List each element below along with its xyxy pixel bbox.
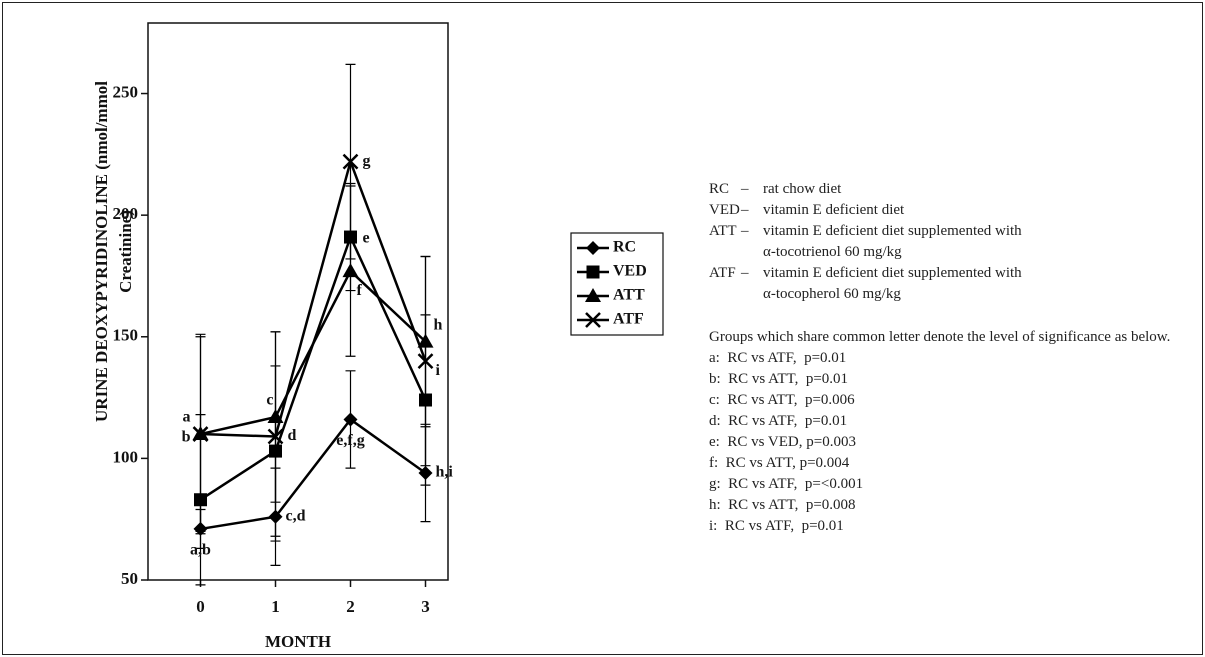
- abbreviation: RC: [709, 181, 730, 197]
- definition-line: α-tocotrienol 60 mg/kg: [763, 244, 902, 260]
- definition: ATT – vitamin E deficient diet supplemente…: [709, 221, 1195, 263]
- y-tick-label: 150: [113, 326, 139, 345]
- legend-marker: [585, 312, 601, 328]
- significance: i: RC vs ATF, p=0.01: [709, 518, 844, 534]
- definition-line: α-tocopherol 60 mg/kg: [763, 286, 901, 302]
- y-axis-label: URINE DEOXYPYRIDINOLINE (nmol/mmol: [92, 81, 111, 422]
- abbreviation: ATT: [709, 223, 737, 239]
- y-axis-label: Creatinine): [116, 210, 135, 293]
- annotation: c,d: [286, 507, 306, 524]
- annotation: c: [266, 392, 273, 409]
- legend-label: RC: [613, 239, 636, 256]
- definition: ATF – vitamin E deficient diet supplemente…: [709, 263, 1195, 305]
- series-line: [200, 157, 427, 438]
- definition: RC – rat chow diet: [709, 179, 1195, 200]
- annotation: h: [434, 316, 443, 333]
- x-tick-label: 0: [196, 597, 205, 616]
- legend-label: ATT: [613, 287, 645, 304]
- series-line: [199, 233, 427, 501]
- significance: d: RC vs ATF, p=0.01: [709, 413, 848, 429]
- paragraph: Groups which share common letter denote …: [709, 329, 1171, 345]
- annotation: b: [182, 429, 191, 446]
- dash: –: [741, 202, 749, 218]
- annotation: g: [363, 152, 371, 169]
- definition-text: vitamin E deficient diet: [763, 200, 904, 221]
- annotation: a: [183, 409, 191, 426]
- y-tick-label: 200: [113, 204, 139, 223]
- significance: e: RC vs VED, p=0.003: [709, 434, 856, 450]
- legend-box: [570, 232, 664, 336]
- annotation: e: [363, 230, 370, 247]
- legend-label: ATF: [613, 311, 644, 328]
- significance: h: RC vs ATT, p=0.008: [709, 497, 856, 513]
- abbreviation: ATF: [709, 265, 736, 281]
- definition-line: vitamin E deficient diet: [763, 202, 905, 218]
- legend-label: VED: [613, 263, 647, 280]
- y-tick-label: 50: [121, 569, 138, 588]
- x-tick-label: 1: [271, 597, 280, 616]
- significance: b: RC vs ATT, p=0.01: [709, 371, 849, 387]
- chart: 50 100 150 200 250 0 1 2 3 MONTH URINE DEOXYPYRIDI…: [92, 22, 664, 651]
- annotation: h,i: [436, 464, 454, 481]
- y-tick-label: 250: [113, 82, 139, 101]
- dash: –: [741, 265, 749, 281]
- legend-marker: [586, 265, 600, 279]
- dash: –: [741, 223, 749, 239]
- data-point: [192, 426, 209, 442]
- definition-text: vitamin E deficient diet supplemented wi…: [763, 221, 1022, 263]
- definition-line: vitamin E deficient diet supplemented wi…: [763, 223, 1022, 239]
- definition-line: rat chow diet: [763, 181, 842, 197]
- significance: g: RC vs ATF, p=<0.001: [709, 476, 864, 492]
- significance: c: RC vs ATT, p=0.006: [709, 392, 855, 408]
- x-tick-label: 3: [421, 597, 430, 616]
- y-tick-label: 100: [113, 447, 139, 466]
- definition-text: vitamin E deficient diet supplemented wi…: [763, 263, 1022, 305]
- data-point: [342, 263, 359, 278]
- annotation: i: [436, 362, 441, 379]
- x-axis-label: MONTH: [265, 632, 331, 651]
- data-point: [417, 353, 434, 369]
- annotation: e,f,g: [336, 432, 364, 449]
- data-point: [343, 412, 358, 427]
- notes: RC – rat chow diet VED – vitamin E deficient …: [709, 179, 1195, 537]
- definition-line: vitamin E deficient diet supplemented wi…: [763, 265, 1022, 281]
- data-point: [342, 153, 359, 170]
- significance: f: RC vs ATT, p=0.004: [709, 455, 850, 471]
- definition-text: rat chow diet: [763, 179, 841, 200]
- legend-marker: [586, 241, 600, 255]
- abbreviation: VED: [709, 202, 740, 218]
- annotation: d: [288, 427, 297, 444]
- series-line: [200, 417, 427, 531]
- significance: a: RC vs ATF, p=0.01: [709, 350, 847, 366]
- legend-marker: [585, 288, 601, 302]
- data-point: [267, 428, 284, 445]
- annotation: a,b: [190, 542, 211, 559]
- annotation: f: [357, 282, 363, 299]
- definition: VED – vitamin E deficient diet: [709, 200, 1195, 221]
- series-line: [200, 269, 427, 436]
- dash: –: [741, 181, 749, 197]
- x-tick-label: 2: [346, 597, 355, 616]
- plot-frame: [147, 22, 449, 581]
